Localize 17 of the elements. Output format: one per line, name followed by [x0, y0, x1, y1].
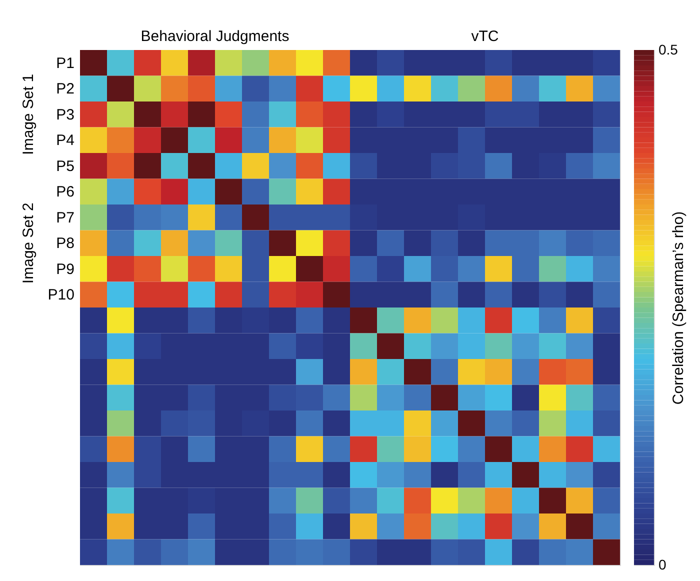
y-tick-label: P5 [56, 158, 74, 175]
text: vTC [471, 28, 499, 45]
y-tick-label: P3 [56, 106, 74, 124]
y-tick-label: P8 [56, 235, 74, 252]
y-tick-label: P2 [56, 80, 74, 98]
y-tick-label: P7 [56, 209, 74, 226]
y-tick-label: P4 [56, 132, 74, 150]
text: Image Set 2 [20, 202, 37, 284]
y-tick-label: P9 [56, 260, 74, 278]
text: Image Set 1 [20, 74, 37, 155]
y-tick-label: P6 [56, 184, 74, 201]
text: Behavioral Judgments [140, 28, 290, 45]
y-tick-label: P1 [56, 54, 74, 72]
y-tick-label: P10 [48, 286, 74, 304]
color-bar-title: Correlation (Spearman’s rho) [670, 211, 687, 405]
color-bar-label: 0 [658, 556, 666, 572]
color-bar-label: 0.5 [658, 42, 678, 58]
